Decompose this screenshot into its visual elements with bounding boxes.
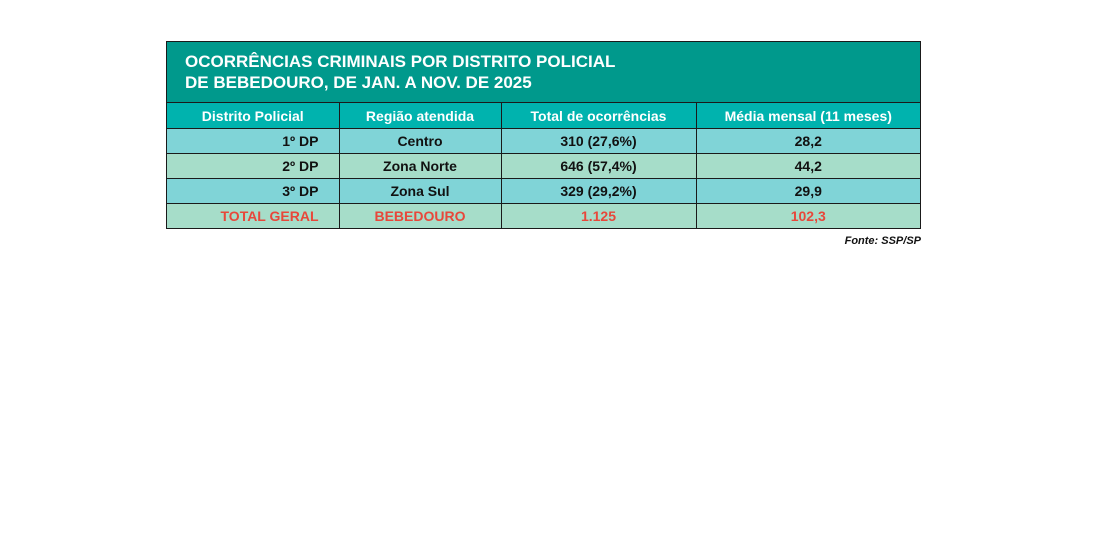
table-cell: Zona Norte xyxy=(338,153,502,179)
table-cell: TOTAL GERAL xyxy=(167,203,340,228)
table-cell: 3º DP xyxy=(167,178,340,204)
table-cell: 310 (27,6%) xyxy=(500,128,697,154)
header-cell: Média mensal (11 meses) xyxy=(695,103,920,129)
title: OCORRÊNCIAS CRIMINAIS POR DISTRITO POLIC… xyxy=(167,42,920,103)
table-cell: 29,9 xyxy=(695,178,920,204)
table-cell: 2º DP xyxy=(167,153,340,179)
table-cell: 646 (57,4%) xyxy=(500,153,697,179)
header-cell: Região atendida xyxy=(338,103,502,129)
table: Distrito Policial Região atendida Total de… xyxy=(167,103,920,228)
table-cell: Centro xyxy=(338,128,502,154)
table-cell: 329 (29,2%) xyxy=(500,178,697,204)
header-cell: Total de ocorrências xyxy=(500,103,697,129)
title-line: DE BEBEDOURO, DE JAN. A NOV. DE 2025 xyxy=(185,73,532,92)
table-cell: BEBEDOURO xyxy=(338,203,502,228)
table-cell: 1.125 xyxy=(500,203,697,228)
table-cell: 102,3 xyxy=(695,203,920,228)
header-row: Distrito Policial Região atendida Total de… xyxy=(167,103,920,129)
header-cell: Distrito Policial xyxy=(167,103,340,129)
table-row: TOTAL GERAL BEBEDOURO 1.125 102,3 xyxy=(167,203,920,228)
table-row: 2º DP Zona Norte 646 (57,4%) 44,2 xyxy=(167,153,920,179)
table-row: 3º DP Zona Sul 329 (29,2%) 29,9 xyxy=(167,178,920,204)
table-box: OCORRÊNCIAS CRIMINAIS POR DISTRITO POLIC… xyxy=(166,41,921,229)
table-cell: Zona Sul xyxy=(338,178,502,204)
table-cell: 1º DP xyxy=(167,128,340,154)
table-cell: 28,2 xyxy=(695,128,920,154)
table-row: 1º DP Centro 310 (27,6%) 28,2 xyxy=(167,128,920,154)
title-line: OCORRÊNCIAS CRIMINAIS POR DISTRITO POLIC… xyxy=(185,52,616,71)
source: Fonte: SSP/SP xyxy=(844,235,921,247)
table-cell: 44,2 xyxy=(695,153,920,179)
